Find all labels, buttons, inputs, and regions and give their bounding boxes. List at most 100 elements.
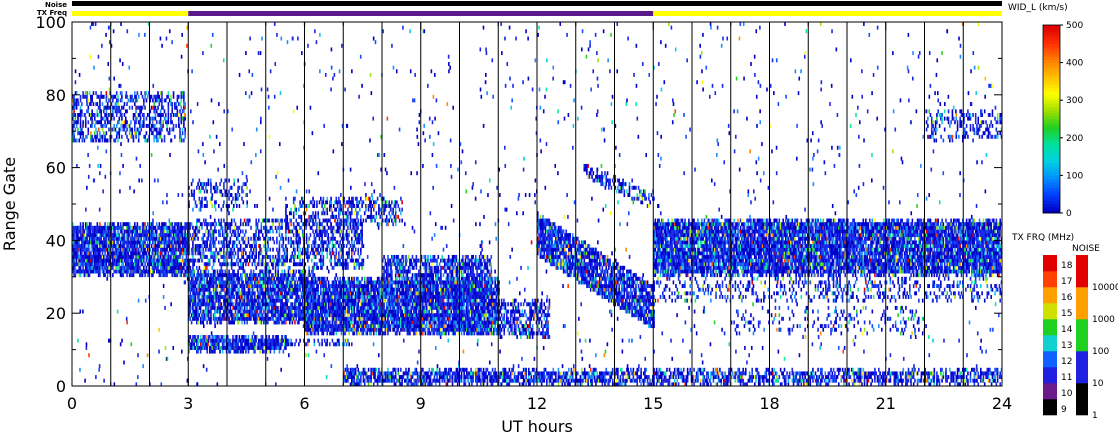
- echo-cell-1684: [180, 120, 183, 125]
- echo-cell-3690: [281, 233, 283, 238]
- echo-cell-4315: [313, 214, 316, 219]
- echo-cell-2770: [265, 320, 268, 325]
- echo-cell-2751: [263, 302, 265, 307]
- echo-cell-4440: [365, 207, 367, 212]
- echo-cell-295: [100, 225, 103, 230]
- echo-cell-2627: [250, 313, 252, 318]
- echo-cell-946: [167, 236, 170, 241]
- echo-cell-161: [87, 247, 90, 252]
- echo-cell-4798: [329, 302, 331, 307]
- echo-cell-3502: [242, 265, 245, 270]
- echo-cell-621: [134, 240, 136, 245]
- echo-cell-4037: [347, 236, 349, 241]
- echo-cell-1297: [97, 113, 100, 117]
- echo-cell-2074: [189, 269, 192, 274]
- echo-cell-1775: [208, 338, 211, 343]
- echo-cell-3596: [261, 258, 264, 263]
- echo-cell-2211: [205, 313, 207, 318]
- echo-cell-2598: [246, 284, 248, 289]
- echo-cell-1036: [176, 244, 179, 248]
- echo-cell-1690: [180, 91, 183, 96]
- echo-cell-1294: [97, 138, 100, 143]
- echo-cell-3092: [299, 284, 301, 289]
- echo-cell-3554: [254, 247, 256, 252]
- echo-cell-3461: [233, 229, 236, 234]
- echo-cell-1596: [159, 131, 162, 136]
- echo-cell-787: [152, 262, 154, 267]
- echo-cell-704: [143, 251, 145, 256]
- echo-cell-4014: [343, 225, 345, 230]
- echo-cell-1664: [175, 123, 177, 128]
- echo-cell-4880: [336, 305, 339, 310]
- echo-cell-1468: [134, 120, 136, 125]
- echo-cell-827: [155, 244, 158, 248]
- echo-cell-1400: [117, 98, 119, 103]
- echo-cell-4590: [309, 331, 312, 336]
- echo-cell-1185: [74, 113, 77, 117]
- echo-cell-1081: [180, 225, 183, 230]
- echo-cell-1753: [201, 338, 203, 343]
- echo-cell-823: [155, 262, 158, 267]
- echo-cell-700: [143, 269, 145, 274]
- echo-cell-1465: [134, 131, 136, 136]
- echo-cell-2424: [228, 302, 230, 307]
- echo-cell-1511: [143, 134, 145, 139]
- echo-cell-4036: [347, 240, 349, 245]
- echo-cell-2915: [279, 273, 282, 278]
- echo-cell-3559: [255, 254, 258, 259]
- echo-cell-449: [117, 254, 119, 259]
- echo-cell-2792: [267, 280, 269, 285]
- echo-cell-4829: [331, 280, 334, 285]
- echo-cell-210: [92, 251, 95, 256]
- echo-cell-4025: [345, 251, 348, 256]
- echo-cell-1559: [153, 116, 155, 121]
- echo-cell-738: [146, 262, 149, 267]
- echo-cell-2082: [190, 280, 193, 285]
- echo-cell-2725: [260, 313, 263, 318]
- echo-cell-746: [146, 233, 149, 238]
- echo-cell-4983: [347, 324, 349, 329]
- echo-cell-2728: [260, 302, 263, 307]
- echo-cell-1530: [146, 123, 149, 128]
- echo-cell-4263: [286, 214, 289, 219]
- echo-cell-3869: [316, 222, 318, 227]
- echo-cell-11: [72, 229, 74, 234]
- echo-cell-196: [91, 258, 93, 263]
- echo-cell-105: [82, 262, 84, 267]
- echo-cell-3469: [234, 222, 237, 227]
- echo-cell-2367: [221, 305, 224, 310]
- echo-cell-3283: [201, 244, 203, 248]
- echo-cell-2520: [238, 305, 241, 310]
- echo-cell-559: [127, 229, 130, 234]
- echo-cell-691: [141, 254, 144, 259]
- echo-cell-2110: [193, 273, 196, 278]
- echo-cell-525: [124, 258, 127, 263]
- echo-cell-4462: [372, 207, 375, 212]
- echo-cell-1972: [273, 342, 276, 347]
- echo-cell-4167: [205, 204, 207, 208]
- echo-cell-4706: [320, 287, 322, 292]
- echo-cell-48: [75, 240, 78, 245]
- echo-cell-438: [115, 251, 118, 256]
- echo-cell-3200: [310, 276, 313, 281]
- echo-cell-2444: [229, 276, 232, 281]
- echo-cell-419: [113, 225, 115, 230]
- echo-cell-4979: [345, 287, 348, 292]
- echo-cell-2677: [255, 316, 258, 321]
- echo-cell-260: [97, 265, 100, 270]
- echo-cell-971: [170, 240, 172, 245]
- echo-cell-4799: [329, 298, 331, 303]
- echo-cell-1252: [88, 91, 91, 96]
- echo-cell-353: [106, 244, 109, 248]
- echo-cell-1910: [252, 349, 255, 354]
- echo-cell-1540: [149, 109, 152, 114]
- echo-cell-38: [74, 236, 77, 241]
- echo-cell-1166: [72, 113, 74, 117]
- echo-cell-549: [127, 265, 130, 270]
- echo-cell-2617: [248, 302, 251, 307]
- echo-cell-2308: [215, 309, 217, 314]
- echo-cell-3065: [296, 305, 299, 310]
- echo-cell-3534: [248, 251, 251, 256]
- echo-cell-3467: [234, 233, 237, 238]
- echo-cell-1513: [143, 120, 145, 125]
